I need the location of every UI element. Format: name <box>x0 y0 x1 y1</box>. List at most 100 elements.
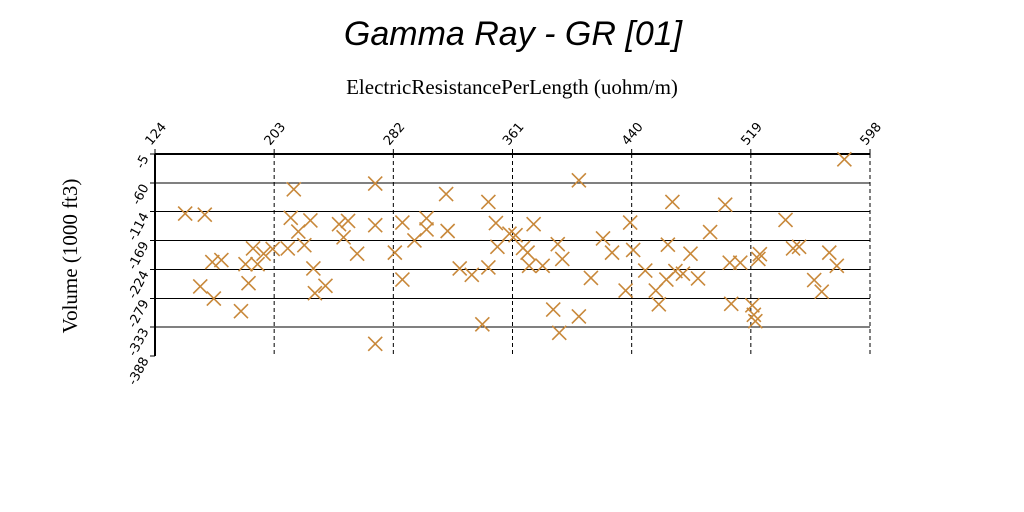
data-point <box>637 262 653 279</box>
data-point <box>717 197 733 213</box>
data-point <box>192 278 208 294</box>
data-point <box>836 151 852 167</box>
data-point <box>747 313 763 329</box>
y-tick-label: -114 <box>125 210 152 243</box>
data-point <box>280 240 296 256</box>
data-point <box>675 266 691 282</box>
data-point <box>233 303 249 319</box>
data-point <box>213 252 229 268</box>
data-point <box>664 194 680 210</box>
data-point <box>206 290 222 307</box>
data-point <box>651 296 667 312</box>
x-tick-label: 124 <box>143 120 170 149</box>
data-point <box>302 212 318 229</box>
data-point <box>286 181 302 197</box>
data-point <box>554 251 570 267</box>
data-point <box>777 212 794 228</box>
data-point <box>394 214 410 231</box>
data-points <box>177 151 852 352</box>
y-tick-label: -60 <box>129 182 152 208</box>
y-tick-label: -224 <box>125 268 152 301</box>
data-point <box>305 260 321 277</box>
data-point <box>245 240 261 256</box>
y-tick-labels: -5 -60-114-169-224-279-333-388 <box>125 153 152 388</box>
data-point <box>746 307 762 323</box>
axes <box>150 149 871 357</box>
x-axis-title: ElectricResistancePerLength (uohm/m) <box>346 75 678 99</box>
x-tick-label: 519 <box>738 120 765 149</box>
data-point <box>723 296 739 312</box>
x-tick-label: 282 <box>381 120 408 149</box>
data-point <box>237 256 254 272</box>
data-point <box>732 255 748 271</box>
data-point <box>571 308 587 325</box>
chart-title: Gamma Ray - GR [01] <box>344 15 684 53</box>
data-point <box>296 237 312 253</box>
data-point <box>604 245 620 261</box>
data-point <box>488 215 504 231</box>
y-axis-title: Volume (1000 ft3) <box>58 179 82 334</box>
data-point <box>197 207 213 223</box>
data-point <box>535 258 551 274</box>
grid <box>155 154 871 356</box>
data-point <box>387 245 403 261</box>
data-point <box>682 246 699 262</box>
data-point <box>418 210 435 226</box>
data-point <box>821 245 837 261</box>
data-point <box>520 245 536 261</box>
data-point <box>829 258 845 274</box>
data-point <box>240 275 257 291</box>
x-tick-label: 598 <box>858 120 885 149</box>
y-tick-label: -333 <box>125 326 152 359</box>
data-point <box>806 272 822 288</box>
data-point <box>440 223 456 239</box>
data-point <box>438 186 454 202</box>
data-point <box>750 251 766 267</box>
data-point <box>250 256 266 272</box>
y-tick-label: -169 <box>125 239 152 272</box>
data-point <box>595 230 611 246</box>
data-point <box>791 239 807 255</box>
data-point <box>283 210 299 226</box>
data-point <box>418 221 435 237</box>
data-point <box>256 246 272 262</box>
data-point <box>480 259 496 275</box>
data-point <box>367 336 383 352</box>
x-tick-label: 440 <box>619 120 646 149</box>
x-tick-label: 203 <box>262 120 289 149</box>
data-point <box>722 255 738 271</box>
data-point <box>752 246 768 262</box>
data-point <box>480 194 496 210</box>
data-point <box>702 224 718 240</box>
y-tick-label: -388 <box>125 355 152 388</box>
data-point <box>335 229 352 245</box>
data-point <box>550 236 566 252</box>
data-point <box>452 260 468 277</box>
x-tick-labels: 124 203 282 361 440 519 598 <box>143 120 885 149</box>
data-point <box>521 258 537 274</box>
data-point <box>474 316 490 332</box>
data-point <box>501 226 518 242</box>
data-point <box>625 242 641 258</box>
data-point <box>340 213 356 229</box>
data-point <box>785 240 801 256</box>
data-point <box>618 283 634 299</box>
data-point <box>622 214 638 231</box>
data-point <box>551 325 567 341</box>
data-point <box>177 206 193 222</box>
data-point <box>489 239 505 255</box>
data-point <box>317 278 334 294</box>
data-point <box>583 270 599 286</box>
data-point <box>507 227 524 243</box>
data-point <box>204 254 220 270</box>
y-tick-label: -5 <box>133 153 152 171</box>
data-point <box>571 172 587 188</box>
data-point <box>690 270 706 287</box>
data-point <box>349 246 365 262</box>
data-point <box>814 284 830 300</box>
data-point <box>367 217 383 233</box>
data-point <box>394 271 410 288</box>
data-point <box>464 267 480 283</box>
data-point <box>660 237 676 253</box>
